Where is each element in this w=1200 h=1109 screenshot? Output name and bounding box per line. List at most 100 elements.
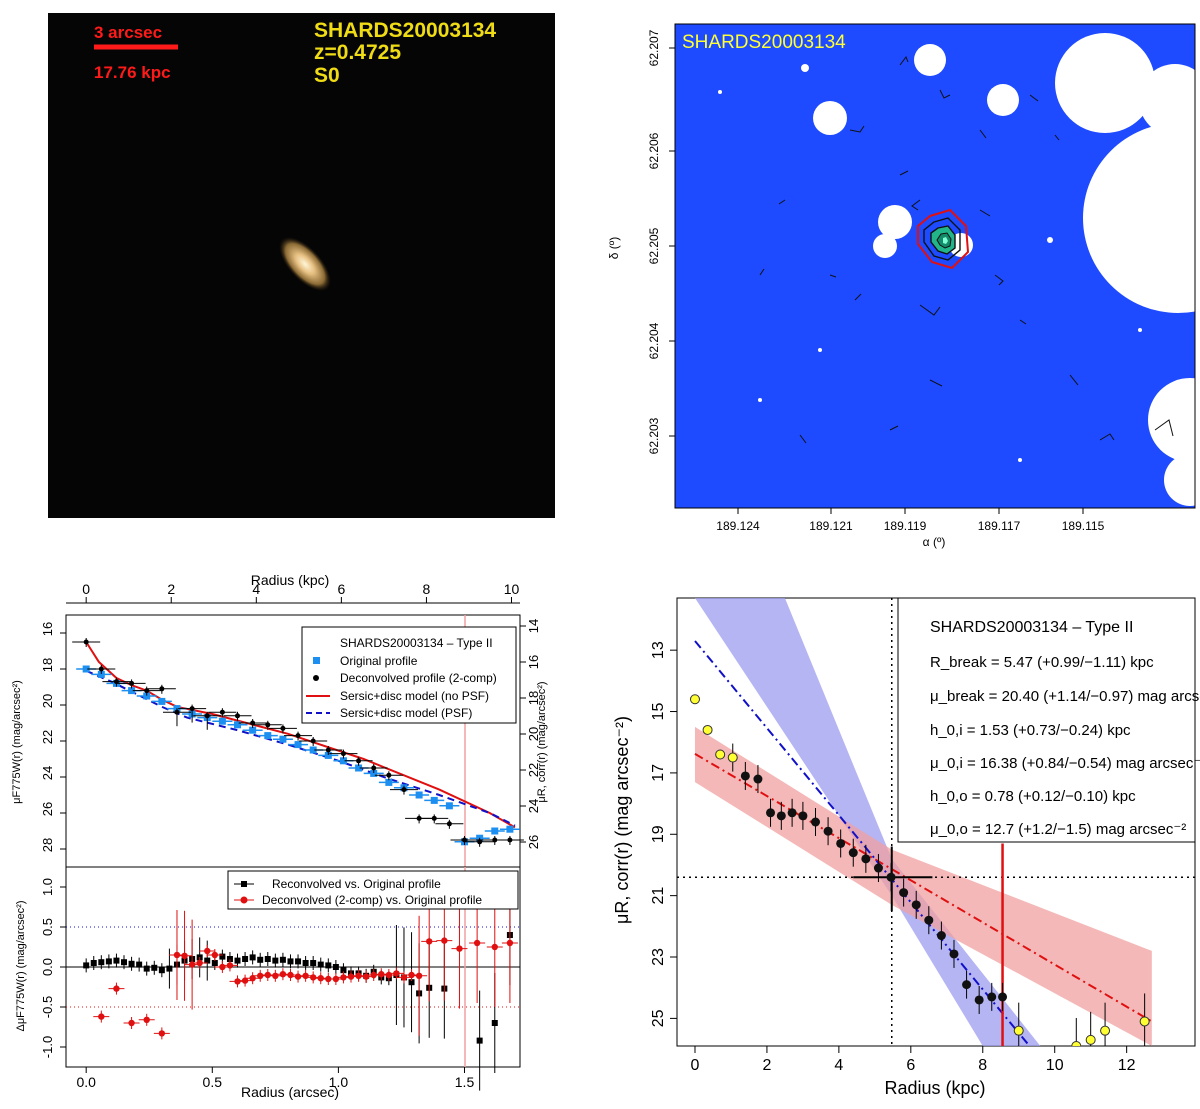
deconvolved-point <box>174 709 180 715</box>
deconv-residual-point <box>158 1030 166 1037</box>
reconvolved-point <box>272 957 279 964</box>
reconvolved-point <box>204 957 211 964</box>
residual-legend: Reconvolved vs. Original profile Deconvo… <box>227 870 519 910</box>
dec-tick-label: 62.206 <box>647 132 661 169</box>
left-tick-label: 28 <box>40 838 55 852</box>
deconv-residual-point <box>370 971 377 979</box>
reconvolved-point <box>257 956 264 963</box>
inner-point <box>753 774 763 784</box>
top-tick-label: 0 <box>82 581 90 597</box>
break-xtick-label: 2 <box>762 1057 771 1074</box>
deconvolved-point <box>189 706 195 712</box>
deconvolved-point <box>401 787 407 793</box>
redshift: z=0.4725 <box>314 41 401 64</box>
reconvolved-point <box>105 958 112 965</box>
reconvolved-point <box>113 957 120 964</box>
reconvolved-point <box>143 965 150 972</box>
fitted-point <box>873 863 883 873</box>
deconv-residual-point <box>456 945 463 952</box>
deconv-residual-point <box>188 961 196 968</box>
annotation-rbreak: R_break = 5.47 (+0.99/−1.11) kpc <box>930 654 1154 671</box>
deconvolved-point <box>250 720 256 726</box>
break-ytick-label: 25 <box>650 1009 667 1027</box>
annotation-h0o: h_0,o = 0.78 (+0.12/−0.10) kpc <box>930 788 1136 805</box>
deconv-residual-point <box>362 973 370 980</box>
legend-deconvolved-residual: Deconvolved (2-comp) vs. Original profil… <box>262 893 482 907</box>
top-tick-label: 4 <box>252 581 260 597</box>
deconv-residual-point <box>98 1013 105 1020</box>
deconv-residual-point <box>317 975 324 982</box>
original-point <box>355 764 363 772</box>
deconv-residual-point <box>441 937 448 944</box>
right-tick-label: 14 <box>526 619 541 633</box>
deconv-residual-point <box>128 1019 135 1027</box>
residual-xlabel: Radius (arcsec) <box>241 1084 339 1100</box>
break-axes: 0 2 4 6 8 10 12 13 15 17 19 21 23 25 <box>650 641 1136 1074</box>
scale-kpc: 17.76 kpc <box>94 63 171 82</box>
deconvolved-point <box>325 747 331 753</box>
outer-fit-band <box>694 598 1041 1046</box>
original-point <box>82 665 90 673</box>
deconv-residual-point <box>426 938 433 945</box>
residual-ytick-label: 0.0 <box>40 958 55 976</box>
residual-ytick-label: 1.0 <box>40 878 55 896</box>
fitted-point <box>836 838 846 848</box>
original-point <box>385 778 393 786</box>
residual-ytick-label: -0.5 <box>40 996 55 1018</box>
right-tick-label: 16 <box>526 655 541 669</box>
original-point <box>279 735 287 743</box>
deconvolved-point <box>98 666 104 672</box>
deconv-residual-point <box>340 974 347 981</box>
reconvolved-point <box>295 958 302 965</box>
deconvolved-point <box>280 725 286 731</box>
fitted-point <box>810 817 820 827</box>
deconv-residual-point <box>408 971 415 979</box>
dec-axis: 62.207 62.206 62.205 62.204 62.203 <box>647 29 675 454</box>
legend-model-nopsf: Sersic+disc model (no PSF) <box>340 689 489 703</box>
profile-left-ylabel: μF775W(r) (mag/arcsec²) <box>11 680 23 804</box>
deconv-residual-point <box>347 973 355 980</box>
break-ytick-label: 19 <box>650 825 667 843</box>
fitted-point <box>949 949 959 959</box>
deconv-residual-point <box>113 985 120 992</box>
map-frame <box>674 23 1196 509</box>
original-point <box>294 741 302 749</box>
reconvolved-point <box>325 962 332 969</box>
reconvolved-point <box>264 956 271 962</box>
fitted-point <box>962 980 972 990</box>
fitted-point <box>911 900 921 910</box>
original-point <box>491 827 499 835</box>
break-ylabel: μR, corr(r) (mag arcsec⁻²) <box>612 716 632 924</box>
break-ytick-label: 13 <box>650 641 667 659</box>
break-ytick-label: 17 <box>650 764 667 782</box>
reconvolved-point <box>226 956 233 962</box>
right-tick-label: 20 <box>526 727 541 741</box>
ra-tick-label: 189.117 <box>978 519 1021 533</box>
deconvolved-point <box>371 765 377 771</box>
annotation-h0i: h_0,i = 1.53 (+0.73/−0.24) kpc <box>930 722 1131 739</box>
deconvolved-point <box>340 751 346 757</box>
deconv-residual-point <box>272 972 279 979</box>
break-xlabel: Radius (kpc) <box>884 1078 985 1098</box>
reconvolved-point <box>219 953 226 960</box>
deconvolved-point <box>83 639 89 645</box>
reconvolved-point <box>151 964 158 971</box>
dec-tick-label: 62.205 <box>647 227 661 264</box>
deconv-residual-point <box>415 972 423 979</box>
fitted-point <box>899 888 909 898</box>
reconvolved-point <box>83 962 90 969</box>
fitted-point <box>823 826 833 836</box>
outer-excluded-point <box>1085 1034 1096 1045</box>
left-tick-label: 26 <box>40 802 55 816</box>
deconvolved-point <box>144 688 150 694</box>
deconv-residual-point <box>196 959 203 967</box>
sky-map: SHARDS20003134 189.124 189.121 189.119 189.… <box>607 23 1196 549</box>
original-point <box>309 746 317 754</box>
top-axis: 0 2 4 6 8 10 <box>66 581 520 604</box>
ra-tick-label: 189.115 <box>1062 519 1105 533</box>
fitted-point <box>924 915 934 925</box>
right-tick-label: 26 <box>526 835 541 849</box>
left-tick-label: 18 <box>40 658 55 672</box>
top-tick-label: 8 <box>423 581 431 597</box>
break-info-box: SHARDS20003134 – Type II R_break = 5.47 … <box>897 597 1200 843</box>
